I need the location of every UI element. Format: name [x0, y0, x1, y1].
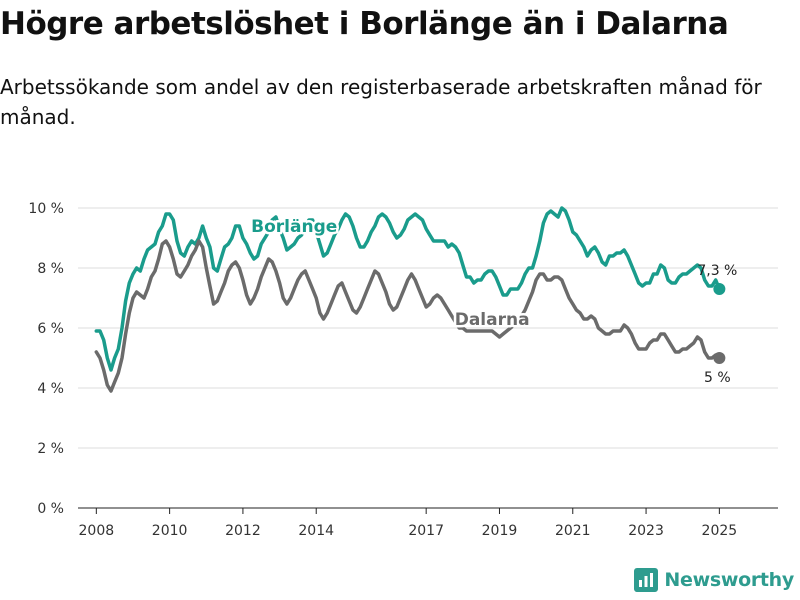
y-tick-label: 8 % [37, 261, 64, 277]
x-tick-label: 2010 [152, 523, 188, 539]
series-line-dalarna [94, 239, 722, 393]
x-tick-label: 2014 [298, 523, 334, 539]
label-layer: 7,3 % 5 % Borlänge Dalarna [249, 215, 738, 387]
x-tick-label: 2019 [482, 523, 518, 539]
brand-name: Newsworthy [664, 569, 794, 591]
axis-layer: 0 % 2 % 4 % 6 % 8 % 10 % 2008 2010 2012 2014 2017 2… [28, 201, 737, 539]
series-name-label-dalarna: Dalarna [455, 310, 530, 330]
y-tick-label: 0 % [37, 501, 64, 517]
y-tick-label: 10 % [28, 201, 64, 217]
brand-logo: Newsworthy [634, 568, 794, 592]
y-tick-label: 4 % [37, 381, 64, 397]
series-name-label-borlange: Borlänge [251, 217, 337, 237]
series-endpoint-dalarna [713, 352, 726, 364]
x-tick-label: 2017 [408, 523, 444, 539]
x-tick-label: 2008 [79, 523, 115, 539]
y-tick-label: 6 % [37, 321, 64, 337]
x-tick-label: 2025 [702, 523, 738, 539]
end-value-label-dalarna: 5 % [704, 370, 731, 386]
chart-title: Högre arbetslöshet i Borlänge än i Dalar… [0, 6, 729, 42]
end-value-label-borlange: 7,3 % [697, 263, 737, 279]
series-layer [94, 206, 726, 393]
y-tick-label: 2 % [37, 441, 64, 457]
series-line-borlange [94, 206, 722, 372]
x-tick-label: 2021 [555, 523, 591, 539]
bar-chart-icon [634, 568, 659, 592]
x-tick-label: 2012 [225, 523, 261, 539]
chart-subtitle: Arbetssökande som andel av den registerb… [0, 75, 762, 129]
series-endpoint-borlange [713, 283, 726, 295]
x-tick-label: 2023 [628, 523, 664, 539]
